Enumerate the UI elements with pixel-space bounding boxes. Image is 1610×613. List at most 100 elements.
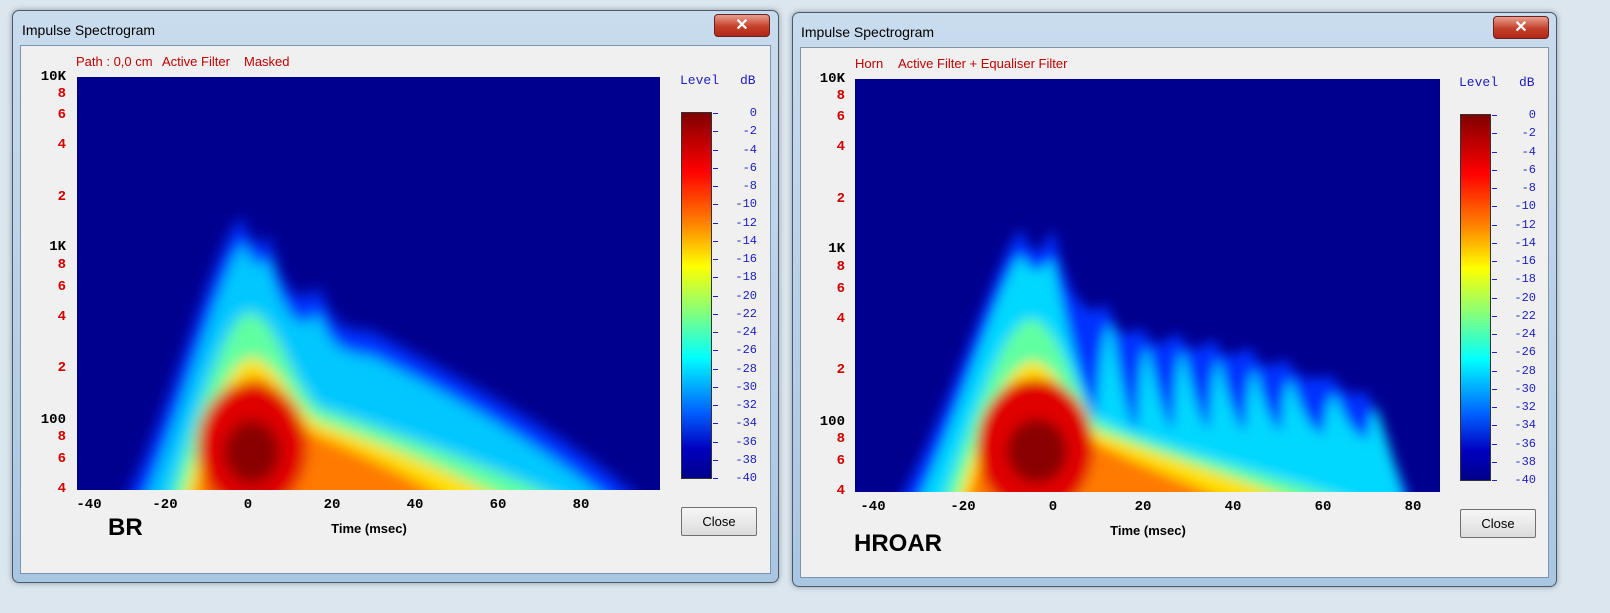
legend-tick-label: -36 (735, 434, 757, 449)
legend-tick-label: -40 (1514, 473, 1536, 487)
y-label: 2 (57, 189, 66, 205)
window-title: Impulse Spectrogram (22, 22, 156, 38)
subtitle: Active Filter + Equaliser Filter (898, 56, 1068, 71)
y-label: 4 (836, 483, 845, 499)
x-label: 80 (572, 497, 590, 513)
legend-tick (1492, 151, 1497, 153)
legend-tick (713, 405, 718, 406)
legend-tick-label: -18 (1514, 272, 1536, 287)
legend-tick (1492, 352, 1497, 354)
legend-tick (1492, 279, 1497, 281)
y-label: 6 (836, 281, 845, 297)
legend-tick-label: -6 (1521, 162, 1536, 177)
legend-tick (713, 113, 718, 114)
x-label: 0 (1048, 499, 1058, 515)
legend-tick-label: -14 (735, 233, 757, 248)
spectrogram (855, 79, 1440, 492)
legend-tick (1492, 315, 1497, 317)
legend-tick-label: -18 (735, 270, 757, 285)
legend-title: Level (680, 73, 720, 88)
legend-tick-label: -32 (735, 398, 757, 412)
spectrogram (77, 77, 660, 490)
legend-tick-label: -12 (735, 215, 757, 230)
y-label: 4 (57, 137, 66, 153)
legend-tick-label: -20 (1514, 290, 1536, 305)
legend-tick-label: -36 (1514, 436, 1536, 451)
legend-tick-label: -30 (735, 379, 757, 394)
x-axis-title: Time (msec) (1110, 523, 1186, 538)
legend-tick-label: -32 (1514, 400, 1536, 414)
y-label: 8 (57, 429, 66, 445)
legend-tick-label: -10 (1514, 199, 1536, 214)
caption: HROAR (854, 530, 942, 557)
legend-tick-label: -38 (1514, 454, 1536, 469)
legend-tick (1492, 370, 1497, 372)
legend-tick (1492, 188, 1497, 189)
legend-tick-label: -26 (735, 343, 757, 358)
x-label: 20 (323, 497, 341, 513)
subtitle: Active Filter (162, 54, 230, 69)
legend-tick (1492, 480, 1497, 481)
y-label: 6 (836, 109, 845, 125)
legend-tick (1492, 443, 1497, 445)
legend-tick (713, 240, 718, 242)
legend-tick (1492, 297, 1497, 299)
legend-tick (1492, 133, 1497, 135)
y-label: 4 (57, 309, 66, 325)
legend-tick (1492, 425, 1497, 427)
window-title: Impulse Spectrogram (801, 24, 935, 40)
x-label: 60 (489, 497, 507, 513)
y-label: 1K (828, 241, 845, 257)
x-label: 40 (1224, 499, 1242, 515)
legend-tick-label: -12 (1514, 217, 1536, 232)
legend-tick (713, 167, 718, 169)
y-label: 6 (57, 107, 66, 123)
legend-tick-label: -34 (735, 416, 757, 431)
legend-tick (1492, 334, 1497, 335)
legend-tick (713, 441, 718, 443)
colorbar (681, 112, 712, 479)
close-x[interactable]: ✕ (714, 14, 770, 37)
legend-tick (713, 186, 718, 187)
x-label: 80 (1404, 499, 1422, 515)
legend-tick-label: -22 (735, 306, 757, 321)
y-label: 8 (836, 259, 845, 275)
legend-unit: dB (740, 73, 756, 88)
legend-tick-label: -34 (1514, 418, 1536, 433)
x-label: 0 (243, 497, 253, 513)
close-x[interactable]: ✕ (1493, 16, 1549, 39)
legend-tick (713, 295, 718, 297)
subtitle: Horn (855, 56, 884, 71)
legend-tick (713, 259, 718, 260)
y-label: 6 (836, 453, 845, 469)
legend-tick (713, 149, 718, 151)
caption: BR (108, 514, 143, 541)
y-label: 6 (57, 451, 66, 467)
y-label: 8 (836, 431, 845, 447)
legend-tick (713, 277, 718, 279)
legend-title: Level (1459, 75, 1499, 90)
legend-tick (713, 131, 718, 133)
y-label: 8 (57, 257, 66, 273)
y-label: 4 (57, 481, 66, 497)
x-label: 20 (1134, 499, 1152, 515)
legend-tick (1492, 242, 1497, 244)
y-label: 100 (40, 412, 66, 428)
legend-tick (713, 386, 718, 388)
legend-tick (1492, 206, 1497, 208)
legend-tick-label: -22 (1514, 308, 1536, 323)
x-label: -40 (76, 497, 102, 513)
legend-tick-label: -4 (742, 142, 757, 157)
legend-tick (713, 313, 718, 315)
legend-tick-label: 0 (749, 106, 757, 120)
close-button[interactable]: Close (1460, 509, 1536, 538)
y-label: 4 (836, 139, 845, 155)
legend-tick (1492, 169, 1497, 171)
legend-tick-label: -24 (1514, 327, 1536, 341)
close-button[interactable]: Close (681, 507, 757, 536)
legend-tick-label: -8 (742, 179, 757, 193)
legend-tick (713, 204, 718, 206)
legend-tick (1492, 115, 1497, 116)
legend-tick-label: -2 (1521, 126, 1536, 141)
